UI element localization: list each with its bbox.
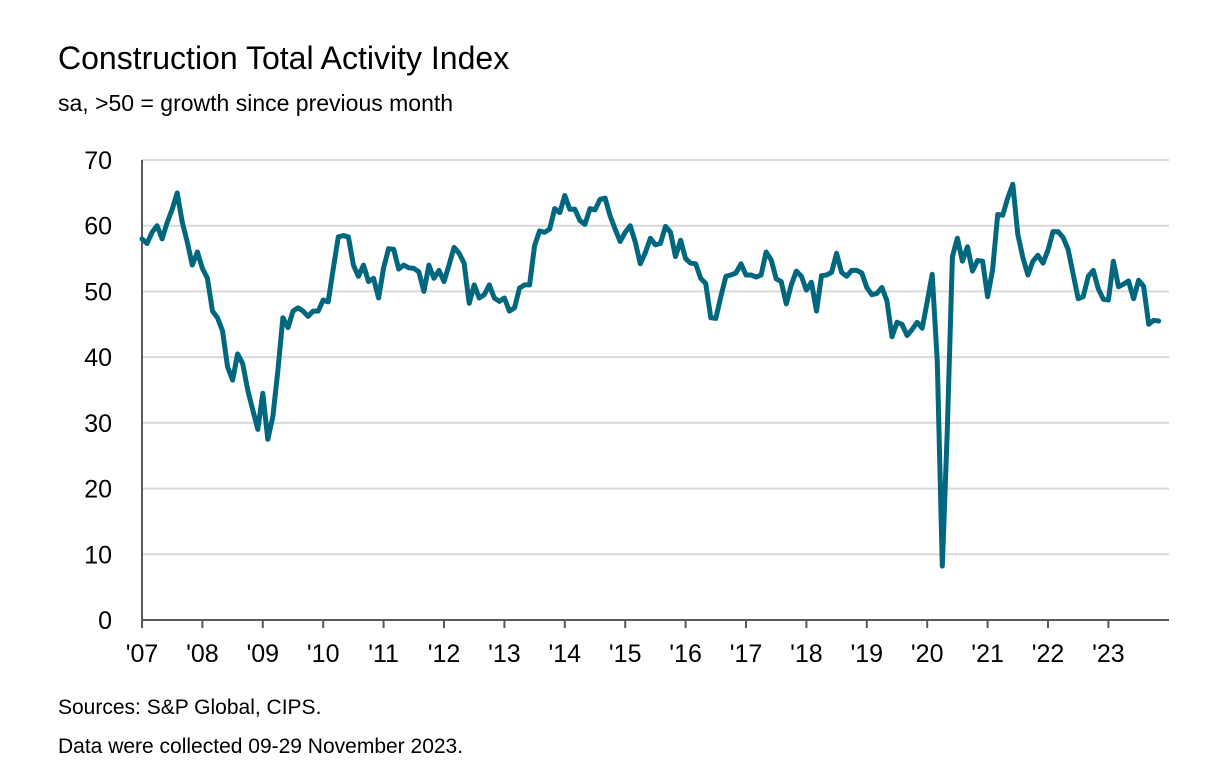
x-tick-label: '07 — [126, 640, 159, 668]
chart-title: Construction Total Activity Index — [58, 40, 510, 76]
x-tick-label: '21 — [971, 640, 1004, 668]
y-tick-label: 10 — [84, 541, 112, 569]
y-tick-label: 0 — [98, 607, 112, 635]
x-tick-label: '16 — [669, 640, 702, 668]
sources-note: Sources: S&P Global, CIPS. — [58, 696, 322, 719]
x-tick-label: '23 — [1092, 640, 1125, 668]
x-tick-label: '14 — [549, 640, 582, 668]
y-tick-label: 70 — [84, 147, 112, 175]
series-line — [139, 181, 1162, 569]
y-tick-label: 40 — [84, 344, 112, 372]
x-tick-label: '10 — [307, 640, 340, 668]
y-tick-label: 20 — [84, 476, 112, 504]
y-tick-label: 30 — [84, 410, 112, 438]
x-tick-label: '08 — [186, 640, 219, 668]
x-tick-label: '22 — [1032, 640, 1065, 668]
collection-note: Data were collected 09-29 November 2023. — [58, 735, 464, 758]
x-tick-label: '15 — [609, 640, 642, 668]
x-tick-label: '09 — [247, 640, 280, 668]
y-tick-label: 50 — [84, 278, 112, 306]
x-tick-label: '11 — [368, 640, 399, 668]
x-tick-label: '13 — [488, 640, 521, 668]
y-tick-label: 60 — [84, 213, 112, 241]
x-tick-label: '12 — [428, 640, 461, 668]
x-tick-label: '17 — [730, 640, 763, 668]
x-tick-label: '18 — [790, 640, 823, 668]
line-chart: 0 10 20 30 40 50 60 70 '07 '08 '09 '10 '11 '12 '13 '14 '… — [84, 147, 1169, 668]
chart-subtitle: sa, >50 = growth since previous month — [58, 90, 454, 116]
x-tick-label: '19 — [851, 640, 884, 668]
x-tick-label: '20 — [911, 640, 944, 668]
